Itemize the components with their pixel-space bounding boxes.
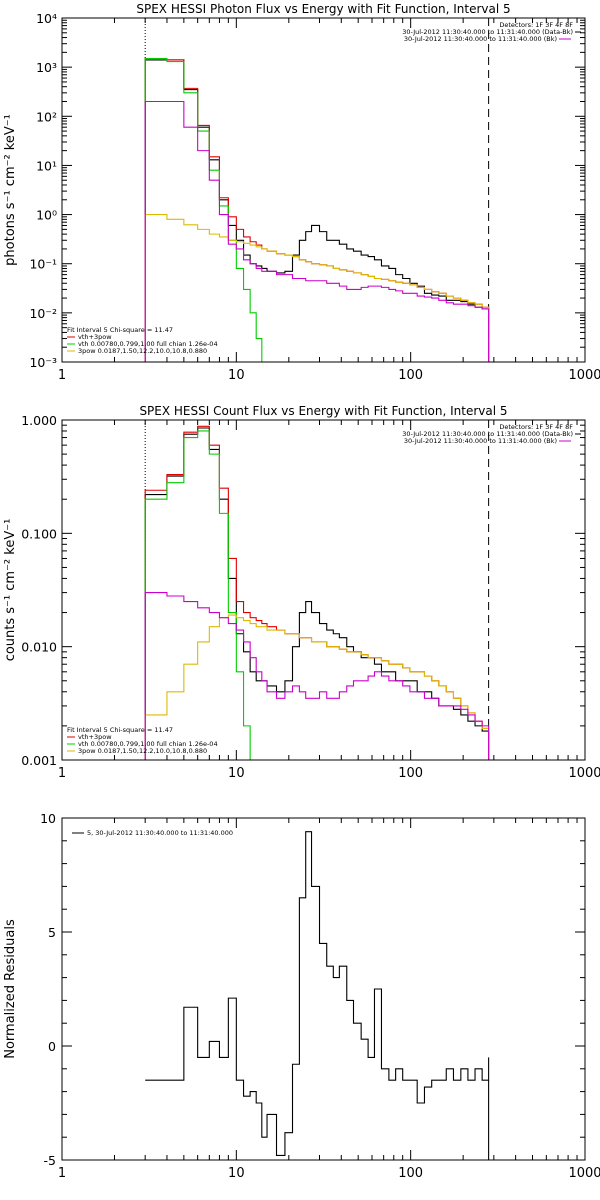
y-tick-label: 10⁴ xyxy=(36,11,57,26)
series-line xyxy=(144,592,490,760)
series-line xyxy=(144,59,490,362)
legend-entry: 30-Jul-2012 11:30:40.000 to 11:31:40.000… xyxy=(404,437,557,445)
series-line xyxy=(144,430,489,760)
y-tick-label: 10² xyxy=(36,109,57,124)
y-axis-label: Normalized Residuals xyxy=(3,919,18,1059)
y-tick-label: 0 xyxy=(48,1039,56,1054)
series-line xyxy=(144,425,490,760)
legend-entry: vth 0.00780,0.799,1.00 full chian 1.26e-… xyxy=(78,340,218,348)
x-tick-label: 10 xyxy=(228,368,245,383)
plot-frame xyxy=(61,17,586,363)
series-line xyxy=(144,100,490,362)
y-tick-label: 0.100 xyxy=(21,526,57,541)
plot-frame xyxy=(61,817,586,1161)
x-tick-label: 1000 xyxy=(568,766,600,781)
legend-entry: vth+3pow xyxy=(78,733,112,741)
y-axis-label: counts s⁻¹ cm⁻² keV⁻¹ xyxy=(3,519,18,662)
legend-entry: 3pow 0.0187,1.50,12.2,10.0,10.8,0.880 xyxy=(78,747,207,755)
y-tick-label: -5 xyxy=(44,1153,56,1168)
x-tick-label: 1 xyxy=(58,766,66,781)
legend-entry: 30-Jul-2012 11:30:40.000 to 11:31:40.000… xyxy=(404,35,557,43)
y-tick-label: 10⁻³ xyxy=(29,355,57,370)
legend-entry: 30-Jul-2012 11:30:40.000 to 11:31:40.000… xyxy=(402,28,573,36)
legend-entry: Detectors: 1F 3F 4F 8F xyxy=(499,423,573,431)
series-line xyxy=(144,57,489,362)
legend-entry: Fit Interval 5 Chi-square = 11.47 xyxy=(67,326,173,334)
y-tick-label: 10³ xyxy=(36,60,57,75)
legend-entry: Fit Interval 5 Chi-square = 11.47 xyxy=(67,726,173,734)
series-group xyxy=(145,831,490,1160)
plot-frame xyxy=(61,419,586,761)
legend-entry: vth 0.00780,0.799,1.00 full chian 1.26e-… xyxy=(78,740,218,748)
legend-entry: Detectors: 1F 3F 4F 8F xyxy=(499,21,573,29)
y-tick-label: 10 xyxy=(40,811,56,826)
x-tick-label: 100 xyxy=(398,1166,423,1181)
legend-entry: 3pow 0.0187,1.50,12.2,10.0,10.8,0.880 xyxy=(78,347,207,355)
series-group xyxy=(144,57,490,362)
x-tick-label: 100 xyxy=(398,368,423,383)
series-line xyxy=(144,614,490,760)
y-tick-label: 0.010 xyxy=(21,640,57,655)
chart-title: SPEX HESSI Count Flux vs Energy with Fit… xyxy=(139,404,507,418)
legend-entry: 30-Jul-2012 11:30:40.000 to 11:31:40.000… xyxy=(402,430,573,438)
x-tick-label: 1 xyxy=(58,368,66,383)
panel-3: Normalized Residuals 1 10 100 1000 -5 0 5 10 5, 3… xyxy=(3,811,600,1181)
y-tick-label: 10¹ xyxy=(36,158,57,173)
y-tick-label: 10⁻² xyxy=(29,306,57,321)
series-line xyxy=(144,57,490,362)
x-tick-label: 100 xyxy=(398,766,423,781)
y-tick-label: 10⁰ xyxy=(36,208,57,223)
panel-1: SPEX HESSI Photon Flux vs Energy with Fi… xyxy=(3,2,600,383)
y-tick-label: 1.000 xyxy=(21,413,57,428)
y-tick-label: 0.001 xyxy=(21,753,57,768)
series-group xyxy=(144,425,490,760)
y-axis-label: photons s⁻¹ cm⁻² keV⁻¹ xyxy=(3,114,18,266)
y-tick-label: 10⁻¹ xyxy=(29,257,57,272)
legend-entry: vth+3pow xyxy=(78,333,112,341)
x-tick-label: 1000 xyxy=(568,368,600,383)
x-tick-label: 10 xyxy=(228,1166,245,1181)
series-line xyxy=(144,427,490,760)
x-tick-label: 10 xyxy=(228,766,245,781)
x-tick-label: 1000 xyxy=(568,1166,600,1181)
series-line xyxy=(144,214,490,362)
x-tick-label: 1 xyxy=(58,1166,66,1181)
legend-entry: 5, 30-Jul-2012 11:30:40.000 to 11:31:40.… xyxy=(87,829,233,837)
y-tick-label: 5 xyxy=(48,925,56,940)
chart-title: SPEX HESSI Photon Flux vs Energy with Fi… xyxy=(136,2,510,16)
panel-2: SPEX HESSI Count Flux vs Energy with Fit… xyxy=(3,404,600,781)
series-line xyxy=(145,831,490,1160)
